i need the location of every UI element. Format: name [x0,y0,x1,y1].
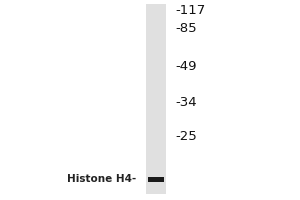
Text: -117: -117 [176,4,206,18]
Text: -49: -49 [176,60,197,73]
Text: -25: -25 [176,131,197,144]
Text: -34: -34 [176,96,197,108]
Bar [148,176,164,182]
Text: -85: -85 [176,22,197,36]
Text: Histone H4-: Histone H4- [67,174,136,184]
Bar [146,4,166,194]
